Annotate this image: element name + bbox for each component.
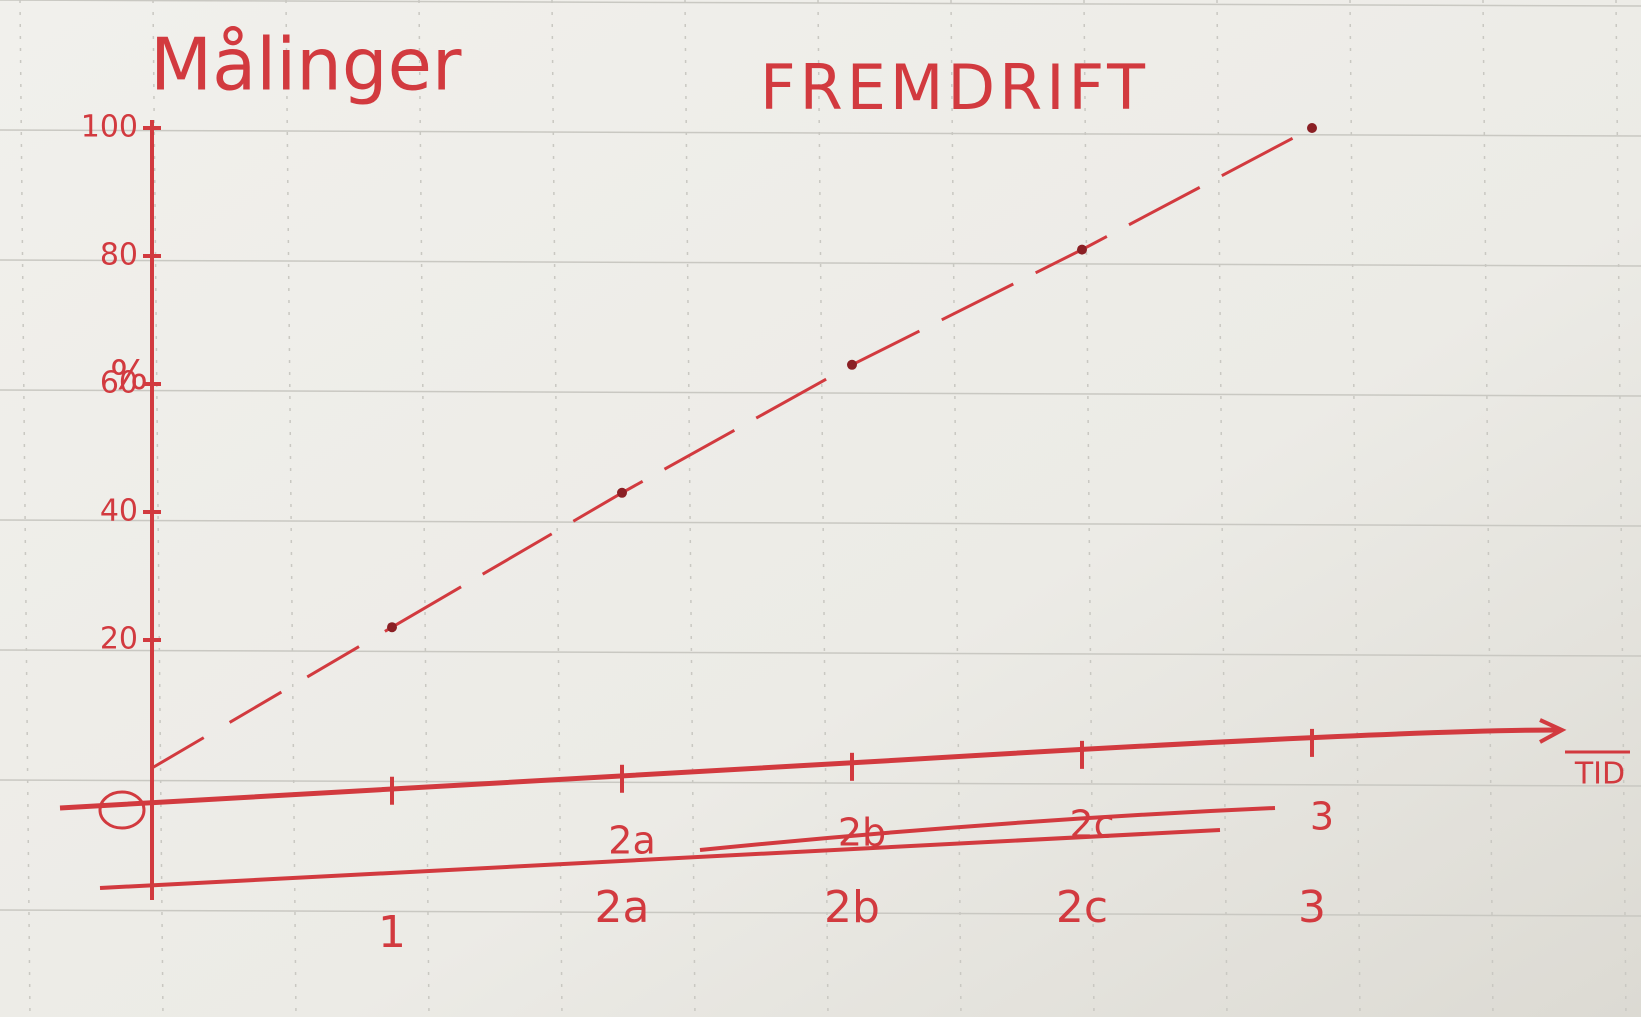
y-tick-label: 20	[100, 622, 138, 657]
paper	[0, 0, 1641, 1017]
page: Målinger FREMDRIFT % TID 2040608010012a2…	[0, 0, 1641, 1017]
x-axis-label: TID	[1574, 757, 1625, 792]
y-tick-label: 40	[100, 494, 138, 529]
alt-x-label: 2a	[608, 819, 655, 863]
data-point	[387, 622, 397, 632]
alt-x-label: 2c	[1069, 803, 1114, 847]
data-point	[847, 360, 857, 370]
y-tick-label: 60	[100, 366, 138, 401]
x-tick-label: 3	[1298, 882, 1326, 933]
x-tick-label: 2b	[824, 882, 880, 933]
alt-x-label: 2b	[838, 811, 886, 855]
alt-x-label: 3	[1310, 795, 1334, 839]
y-tick-label: 100	[81, 110, 138, 145]
chart-title: Målinger	[150, 23, 462, 107]
chart-subtitle: FREMDRIFT	[760, 51, 1149, 124]
x-tick-label: 1	[378, 907, 406, 958]
chart: Målinger FREMDRIFT % TID 2040608010012a2…	[0, 0, 1641, 1017]
data-point	[1077, 245, 1087, 255]
x-tick-label: 2c	[1056, 882, 1108, 933]
y-tick-label: 80	[100, 238, 138, 273]
x-tick-label: 2a	[595, 882, 650, 933]
data-point	[617, 488, 627, 498]
data-point	[1307, 123, 1317, 133]
